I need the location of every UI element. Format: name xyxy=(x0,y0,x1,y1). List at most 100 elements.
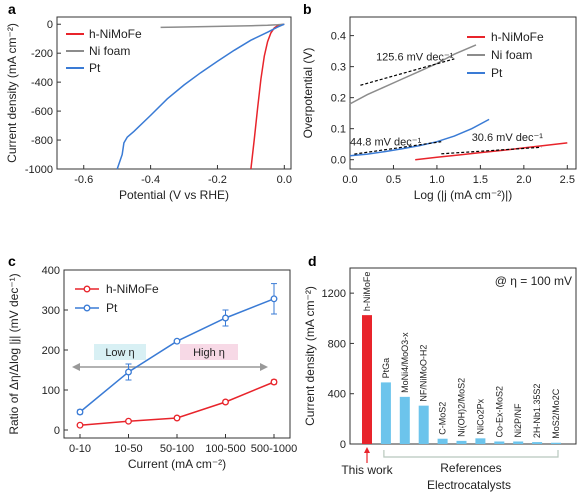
x-tick-label-b: 1.0 xyxy=(429,174,444,186)
y-tick-label-b: 0.2 xyxy=(331,93,346,105)
x-axis-label-c: Current (mA cm⁻²) xyxy=(128,457,226,471)
data-point xyxy=(270,295,278,303)
legend-label-c: h-NiMoFe xyxy=(106,282,159,296)
x-tick-label-b: 0.5 xyxy=(386,174,401,186)
bar-label: PtGa xyxy=(381,358,391,379)
high-eta-arrowhead xyxy=(260,363,268,371)
legend-label-a: Pt xyxy=(89,61,101,75)
legend-label-b: Pt xyxy=(491,66,503,80)
data-point xyxy=(173,414,181,422)
y-tick-label-a: -1000 xyxy=(25,164,53,176)
y-tick-label-a: 0 xyxy=(47,19,53,31)
low-eta-arrowhead xyxy=(72,363,80,371)
x-tick-label-b: 2.0 xyxy=(516,174,531,186)
data-point xyxy=(76,408,84,416)
y-tick-label-c: 300 xyxy=(42,305,60,317)
legend-label-c: Pt xyxy=(106,301,118,315)
legend-label-a: Ni foam xyxy=(89,44,130,58)
legend-label-b: Ni foam xyxy=(491,48,532,62)
bar-1 xyxy=(380,382,391,444)
y-tick-label-c: 200 xyxy=(42,345,60,357)
y-tick-label-b: 0.1 xyxy=(331,124,346,136)
fit-line-b xyxy=(360,58,455,86)
legend-label-b: h-NiMoFe xyxy=(491,30,544,44)
references-bracket xyxy=(383,450,559,458)
bar-7 xyxy=(494,441,505,444)
panel-label-d: d xyxy=(308,253,317,269)
bar-label: h-NiMoFe xyxy=(362,272,372,312)
x-axis-label-d: Electrocatalysts xyxy=(427,478,511,492)
y-tick-label-c: 400 xyxy=(42,265,60,277)
y-axis-label-b: Overpotential (V) xyxy=(301,48,315,139)
panel-label-b: b xyxy=(303,1,312,17)
y-tick-label-b: 0.4 xyxy=(331,31,346,43)
x-axis-label-b: Log (|j (mA cm⁻²)|) xyxy=(414,188,513,202)
y-axis-label-c: Ratio of Δη/Δlog |j| (mV dec⁻¹) xyxy=(7,273,21,434)
bar-label: NiCo2Px xyxy=(475,398,485,434)
legend-label-a: h-NiMoFe xyxy=(89,27,142,41)
panel-c: c Low η High η 0-10 10-50 50-100 100-500 500-10… xyxy=(7,253,297,471)
bar-label: Ni2P/NF xyxy=(513,403,523,438)
series-line-pt xyxy=(116,23,285,170)
x-tick-label-c: 50-100 xyxy=(160,443,194,455)
bar-5 xyxy=(456,440,467,444)
y-axis-label-a: Current density (mA cm⁻²) xyxy=(5,23,19,163)
legend-marker-c xyxy=(83,285,91,293)
bar-10 xyxy=(551,442,561,444)
y-axis-label-d: Current density (mA cm⁻²) xyxy=(303,286,317,426)
data-point xyxy=(173,337,181,345)
panel-label-a: a xyxy=(8,1,16,17)
y-tick-label-a: -400 xyxy=(31,77,53,89)
series-line-h-nimofe xyxy=(415,142,568,161)
y-tick-label-a: -600 xyxy=(31,106,53,118)
condition-label: @ η = 100 mV xyxy=(495,274,572,288)
legend-marker-c xyxy=(83,304,91,312)
x-tick-label-b: 0.0 xyxy=(342,174,357,186)
x-tick-label-c: 100-500 xyxy=(205,443,245,455)
high-eta-label: High η xyxy=(193,347,225,359)
series-line-ni-foam xyxy=(349,44,477,105)
x-tick-label-b: 2.5 xyxy=(560,174,575,186)
tafel-slope-annotation: 30.6 mV dec⁻¹ xyxy=(472,132,544,144)
panel-b: b 0.0 0.5 1.0 1.5 2.0 2.5 0.0 0.1 0.2 0.3 0.4 Log (|… xyxy=(301,1,577,202)
bar-label: Co-Ex-MoS2 xyxy=(494,386,504,438)
x-axis-label-a: Potential (V vs RHE) xyxy=(119,188,229,202)
data-point xyxy=(125,368,132,376)
y-tick-label-c: 0 xyxy=(54,425,60,437)
x-tick-label-c: 500-1000 xyxy=(251,443,298,455)
tafel-slope-annotation: 44.8 mV dec⁻¹ xyxy=(350,137,422,149)
bar-label: NF/NiMoO-H2 xyxy=(419,345,429,402)
y-tick-label-b: 0.0 xyxy=(331,155,346,167)
x-tick-label-b: 1.5 xyxy=(473,174,488,186)
plot-frame-a xyxy=(56,16,292,170)
bar-label: 2H-Nb1.35S2 xyxy=(532,384,542,439)
bar-0 xyxy=(362,315,372,444)
bar-4 xyxy=(437,438,448,444)
x-tick-label-a: 0.0 xyxy=(277,174,292,186)
references-label: References xyxy=(440,461,501,475)
bar-8 xyxy=(513,441,524,444)
y-tick-label-d: 0 xyxy=(340,439,346,451)
low-eta-box xyxy=(94,344,146,360)
bar-2 xyxy=(399,396,410,444)
panel-d: d 0 400 800 1200 Current density (mA cm⁻²) Ele… xyxy=(303,253,577,492)
data-point xyxy=(270,378,278,386)
x-tick-label-a: -0.6 xyxy=(74,174,93,186)
series-line-h-nimofe xyxy=(250,23,285,170)
bar-label: MoS2/Mo2C xyxy=(551,388,561,439)
y-tick-label-a: -200 xyxy=(31,48,53,60)
bar-3 xyxy=(418,405,429,444)
tafel-slope-annotation: 125.6 mV dec⁻¹ xyxy=(376,51,454,63)
y-tick-label-c: 100 xyxy=(42,385,60,397)
plot-frame-b xyxy=(349,16,577,170)
y-tick-label-b: 0.3 xyxy=(331,62,346,74)
data-point xyxy=(76,421,84,429)
bar-label: C-MoS2 xyxy=(438,402,448,435)
y-tick-label-a: -800 xyxy=(31,135,53,147)
x-tick-label-a: -0.2 xyxy=(208,174,227,186)
x-tick-label-a: -0.4 xyxy=(141,174,160,186)
high-eta-box xyxy=(180,344,238,360)
bar-6 xyxy=(475,438,486,444)
panel-label-c: c xyxy=(8,253,16,269)
